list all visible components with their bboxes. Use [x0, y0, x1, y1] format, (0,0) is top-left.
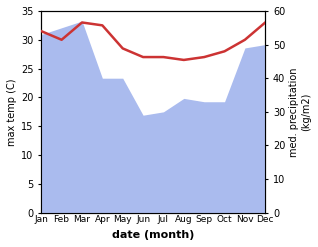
X-axis label: date (month): date (month) — [112, 230, 194, 240]
Y-axis label: med. precipitation
(kg/m2): med. precipitation (kg/m2) — [289, 67, 311, 157]
Y-axis label: max temp (C): max temp (C) — [7, 78, 17, 145]
